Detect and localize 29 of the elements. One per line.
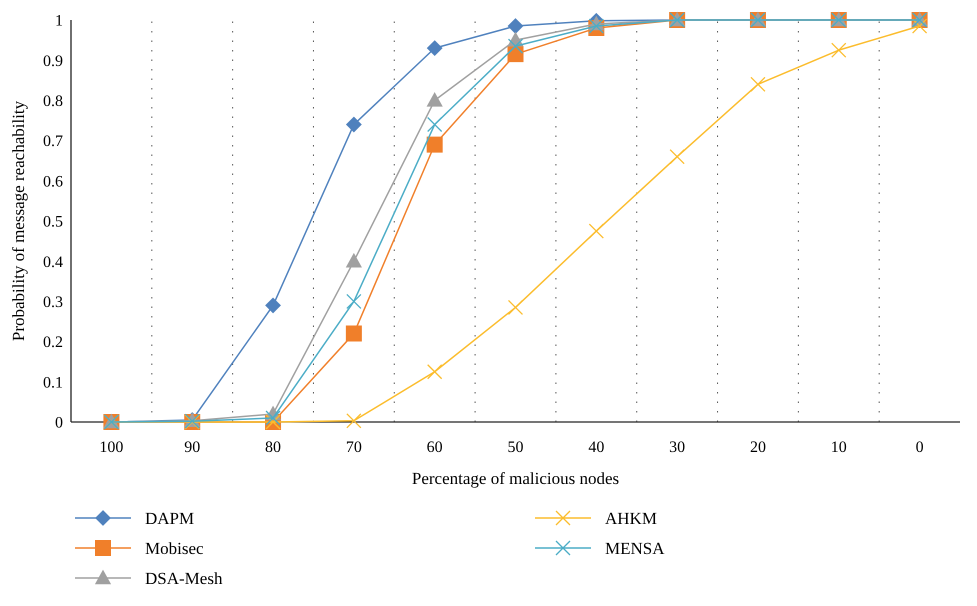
y-tick-label: 0.9	[43, 52, 63, 70]
x-tick-label: 100	[99, 439, 124, 456]
y-tick-label: 0.8	[43, 93, 63, 110]
legend-label: MENSA	[605, 538, 666, 558]
y-tick-label: 0.4	[43, 254, 63, 271]
x-tick-label: 0	[916, 439, 924, 456]
y-tick-label: 1	[55, 12, 63, 30]
x-tick-label: 30	[669, 439, 686, 456]
y-tick-label: 0.1	[43, 374, 63, 392]
y-tick-label: 0.6	[43, 173, 63, 190]
x-axis-title: Percentage of malicious nodes	[412, 469, 620, 488]
x-tick-label: 10	[830, 439, 847, 456]
x-tick-label: 90	[184, 439, 200, 456]
x-tick-label: 80	[265, 439, 282, 456]
y-tick-label: 0	[55, 414, 63, 432]
y-tick-label: 0.2	[43, 334, 63, 352]
y-tick-label: 0.7	[43, 133, 63, 150]
x-tick-label: 60	[426, 439, 443, 456]
x-tick-label: 40	[588, 439, 604, 456]
y-tick-label: 0.3	[43, 294, 63, 311]
x-tick-label: 20	[750, 439, 766, 456]
legend-label: Mobisec	[145, 538, 204, 558]
x-tick-label: 50	[508, 439, 524, 456]
legend-label: DSA-Mesh	[145, 568, 223, 588]
y-axis-title: Probability of message reachability	[9, 100, 28, 342]
x-tick-label: 70	[346, 439, 362, 456]
legend-label: AHKM	[605, 508, 657, 528]
y-tick-label: 0.5	[43, 214, 63, 231]
legend-label: DAPM	[145, 508, 194, 528]
